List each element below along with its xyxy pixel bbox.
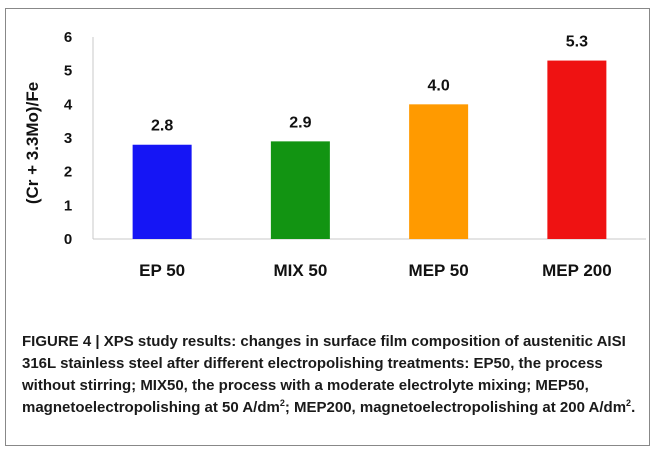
data-label: 5.3 (566, 34, 588, 51)
category-label: MEP 50 (409, 261, 469, 280)
bar-ep-50 (132, 144, 192, 239)
y-tick-label: 4 (64, 96, 73, 113)
bar-mix-50 (270, 141, 330, 239)
caption-superscript: 2 (279, 398, 285, 408)
category-label: MEP 200 (542, 261, 612, 280)
category-label: EP 50 (139, 261, 185, 280)
y-axis-ticks: 0 1 2 3 4 5 6 (64, 29, 73, 248)
y-tick-label: 3 (64, 130, 72, 147)
y-tick-label: 0 (64, 231, 72, 248)
caption-text-2: ; MEP200, magnetoelectropolishing at 200… (284, 399, 627, 416)
y-tick-label: 5 (64, 63, 72, 80)
bar-chart: 0 1 2 3 4 5 6 2.8 2.9 4.0 5.3 EP 50 MIX 50 MEP 50 ME… (23, 29, 646, 280)
caption-text: FIGURE 4 | XPS study results: changes in… (22, 333, 626, 416)
y-tick-label: 1 (64, 197, 72, 214)
y-axis-label: (Cr + 3.3Mo)/Fe (23, 82, 42, 204)
data-label: 4.0 (428, 77, 450, 94)
data-labels: 2.8 2.9 4.0 5.3 (151, 34, 588, 135)
bar-mep-50 (409, 104, 469, 239)
figure-caption: FIGURE 4 | XPS study results: changes in… (22, 331, 648, 419)
data-label: 2.8 (151, 118, 173, 135)
data-label: 2.9 (289, 114, 311, 131)
caption-superscript-2: 2 (626, 398, 632, 408)
bars (132, 60, 607, 239)
y-tick-label: 6 (64, 29, 72, 46)
bar-mep-200 (547, 60, 607, 239)
y-tick-label: 2 (64, 164, 72, 181)
category-label: MIX 50 (273, 261, 327, 280)
figure-frame: 0 1 2 3 4 5 6 2.8 2.9 4.0 5.3 EP 50 MIX 50 MEP 50 ME… (5, 8, 650, 446)
caption-end: . (631, 399, 636, 416)
x-axis-categories: EP 50 MIX 50 MEP 50 MEP 200 (139, 261, 612, 280)
